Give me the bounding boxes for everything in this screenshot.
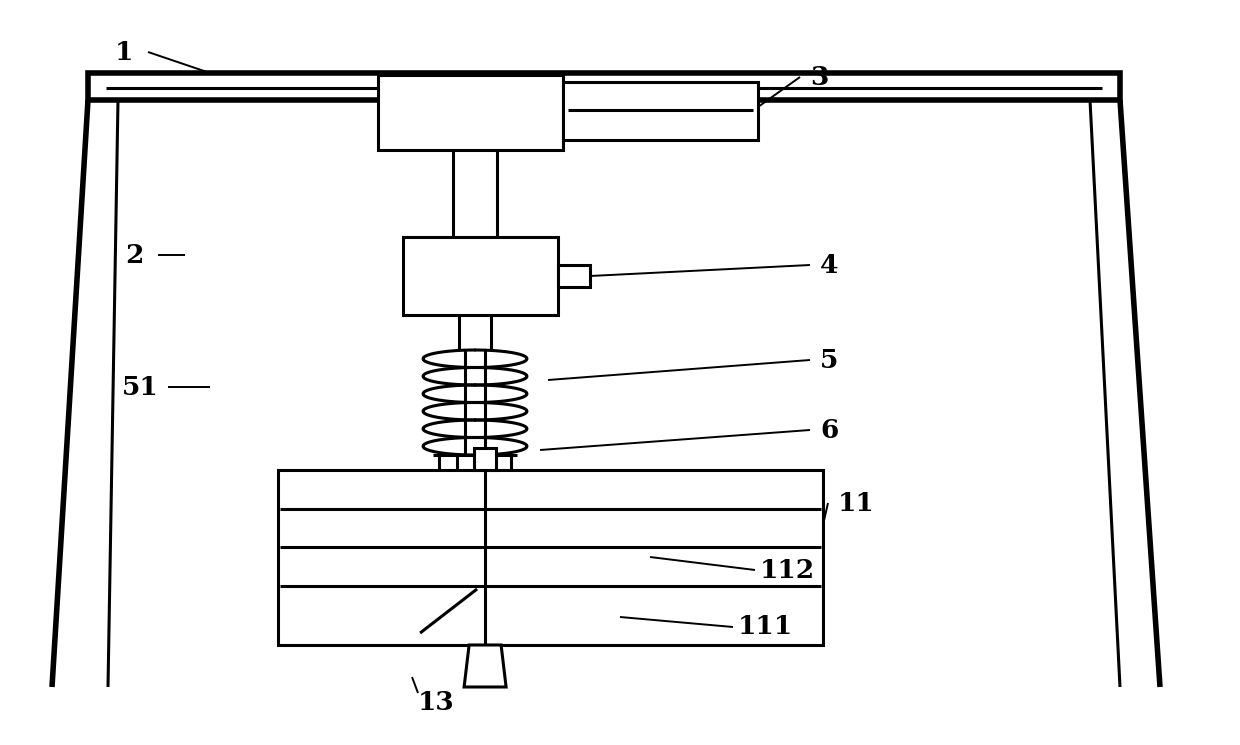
Text: 112: 112 (760, 557, 815, 583)
Bar (378, 75, 563, 150)
Text: 6: 6 (820, 417, 838, 443)
Text: 4: 4 (820, 253, 838, 277)
Text: 51: 51 (122, 375, 159, 399)
Polygon shape (464, 645, 506, 687)
Text: 2: 2 (125, 243, 144, 267)
Text: 11: 11 (838, 490, 874, 516)
Bar (278, 470, 823, 645)
Text: 3: 3 (810, 65, 828, 89)
Bar (403, 237, 558, 315)
Bar (474, 448, 496, 470)
Text: 5: 5 (820, 347, 838, 372)
Text: 111: 111 (738, 615, 794, 639)
Bar (563, 82, 758, 140)
Text: 13: 13 (418, 691, 455, 715)
Bar (88, 73, 1120, 100)
Text: 1: 1 (115, 39, 134, 65)
Bar (558, 265, 590, 287)
